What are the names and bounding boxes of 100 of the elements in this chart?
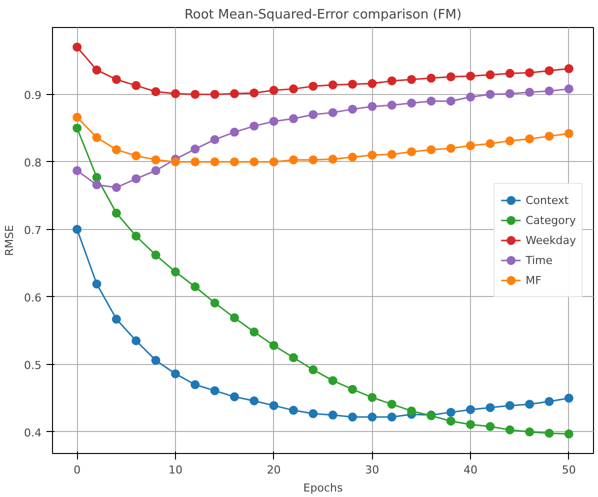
point	[525, 68, 534, 78]
point	[486, 139, 495, 148]
point	[466, 420, 476, 429]
point	[72, 166, 82, 176]
x-tick-label: 40	[464, 464, 478, 476]
point	[190, 380, 200, 390]
point	[446, 72, 456, 82]
x-tick-label: 50	[562, 464, 576, 476]
y-tick-label: 0.4	[24, 426, 42, 440]
point	[250, 327, 259, 336]
point	[446, 144, 456, 153]
point	[288, 84, 298, 94]
point	[210, 386, 220, 396]
point	[466, 92, 476, 102]
point	[368, 392, 377, 402]
x-tick-label: 30	[365, 464, 380, 476]
point	[407, 406, 416, 416]
point	[564, 129, 574, 138]
point	[112, 145, 121, 154]
point	[230, 128, 239, 137]
point	[525, 400, 534, 409]
point	[190, 157, 200, 166]
point	[112, 208, 121, 218]
point	[446, 408, 456, 417]
point	[112, 74, 121, 84]
point	[466, 72, 476, 81]
point	[426, 96, 436, 106]
point	[348, 104, 358, 114]
point	[92, 280, 102, 289]
point	[466, 405, 476, 414]
point	[505, 136, 514, 146]
point	[250, 88, 259, 98]
point	[132, 174, 141, 184]
point	[72, 124, 82, 133]
point	[308, 110, 318, 120]
point	[288, 353, 298, 362]
point	[525, 427, 534, 436]
point	[210, 298, 220, 308]
point	[328, 376, 338, 386]
point	[269, 86, 278, 95]
point	[269, 340, 278, 350]
point	[348, 152, 358, 162]
point	[368, 412, 377, 422]
point	[564, 64, 574, 74]
point	[328, 108, 338, 118]
point	[466, 141, 476, 150]
y-tick-label: 0.5	[24, 358, 42, 372]
point	[387, 76, 396, 86]
point	[387, 412, 396, 422]
point	[348, 384, 358, 394]
point	[288, 114, 298, 124]
point	[210, 135, 220, 144]
legend-label: Time	[526, 254, 553, 266]
y-tick-label: 0.8	[24, 156, 42, 170]
legend-label: Weekday	[526, 234, 576, 246]
point	[269, 401, 278, 410]
point	[151, 250, 160, 260]
point	[426, 74, 436, 83]
point	[544, 132, 554, 141]
x-axis-title: Epochs	[303, 482, 343, 494]
y-axis-title: RMSE	[3, 224, 16, 256]
point	[190, 282, 200, 292]
point	[308, 365, 318, 374]
y-tick-label: 0.7	[24, 224, 42, 237]
point	[407, 98, 416, 108]
point	[151, 155, 160, 164]
point	[92, 172, 102, 182]
point	[288, 155, 298, 164]
point	[328, 154, 338, 164]
point	[132, 336, 141, 346]
x-tick-label: 0	[74, 464, 81, 476]
legend-label: Context	[526, 194, 569, 206]
point	[250, 157, 259, 166]
point	[190, 144, 200, 154]
point	[308, 155, 318, 164]
x-tick-label: 10	[168, 464, 182, 476]
point	[92, 180, 102, 190]
point	[544, 397, 554, 406]
point	[544, 428, 554, 438]
point	[132, 232, 141, 241]
point	[368, 79, 377, 88]
point	[368, 150, 377, 160]
y-tick-label: 0.9	[24, 88, 42, 102]
point	[328, 410, 338, 420]
point	[230, 392, 239, 402]
point	[151, 166, 160, 176]
point	[368, 102, 377, 111]
point	[505, 425, 514, 434]
point	[505, 89, 514, 98]
y-tick-label: 0.6	[24, 291, 42, 304]
point	[170, 157, 180, 166]
point	[486, 70, 495, 80]
point	[486, 422, 495, 431]
point	[269, 116, 278, 126]
point	[112, 183, 121, 192]
point	[132, 81, 141, 90]
point	[564, 429, 574, 438]
point	[564, 84, 574, 94]
point	[72, 42, 82, 52]
point	[250, 122, 259, 131]
